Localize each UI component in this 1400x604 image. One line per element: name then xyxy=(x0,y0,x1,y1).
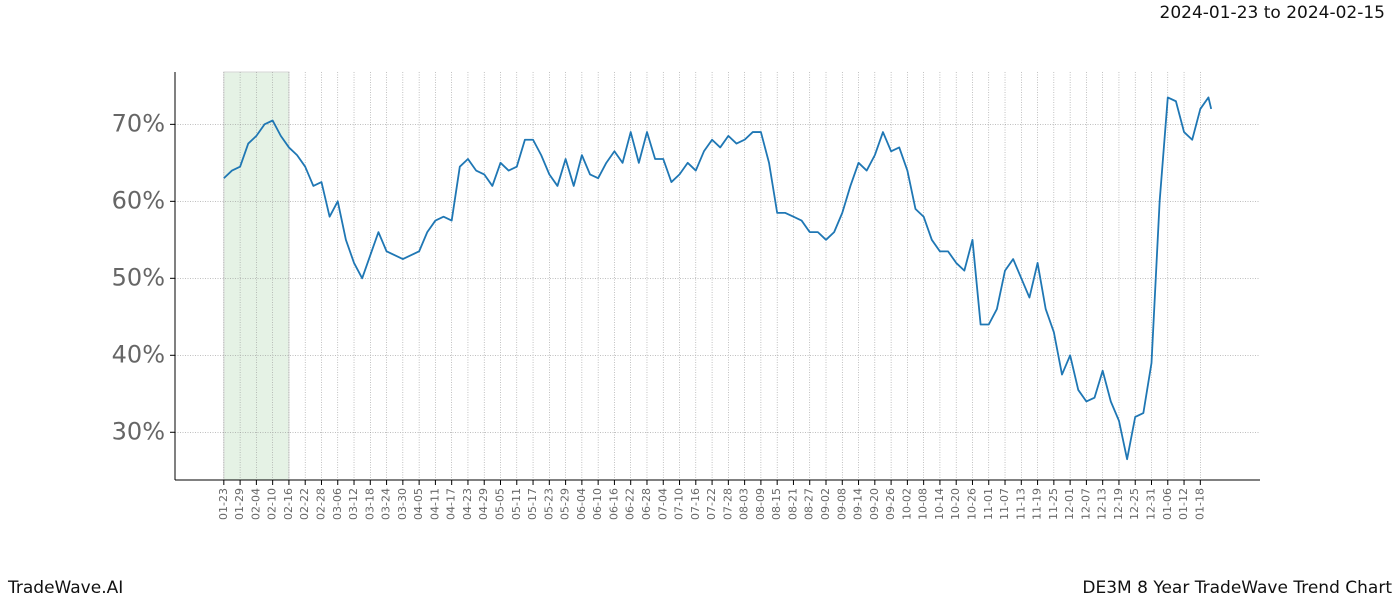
x-tick-label: 10-20 xyxy=(949,488,962,520)
x-tick-label: 02-16 xyxy=(282,488,295,520)
x-tick-label: 08-03 xyxy=(738,488,751,520)
x-tick-label: 02-22 xyxy=(298,488,311,520)
x-tick-label: 03-12 xyxy=(347,488,360,520)
x-tick-label: 07-22 xyxy=(705,488,718,520)
date-range: 2024-01-23 to 2024-02-15 xyxy=(1160,3,1385,23)
x-tick-label: 02-04 xyxy=(249,488,262,520)
x-tick-label: 05-23 xyxy=(542,488,555,520)
x-tick-label: 06-22 xyxy=(624,488,637,520)
chart-title: DE3M 8 Year TradeWave Trend Chart xyxy=(1082,578,1392,598)
x-tick-label: 09-14 xyxy=(852,488,865,520)
x-tick-label: 11-13 xyxy=(1014,488,1027,520)
x-tick-label: 05-17 xyxy=(526,488,539,520)
x-tick-label: 08-27 xyxy=(803,488,816,520)
x-tick-label: 03-30 xyxy=(396,488,409,520)
x-tick-label: 12-19 xyxy=(1112,488,1125,520)
x-tick-label: 06-04 xyxy=(575,488,588,520)
x-tick-label: 08-21 xyxy=(786,488,799,520)
x-tick-label: 09-26 xyxy=(884,488,897,520)
x-tick-label: 03-18 xyxy=(363,488,376,520)
x-tick-label: 04-29 xyxy=(477,488,490,520)
y-tick-label: 40% xyxy=(112,340,165,368)
y-tick-label: 50% xyxy=(112,263,165,291)
x-tick-label: 01-23 xyxy=(217,488,230,520)
x-tick-label: 03-06 xyxy=(331,488,344,520)
x-tick-label: 12-31 xyxy=(1145,488,1158,520)
x-tick-label: 07-28 xyxy=(721,488,734,520)
x-tick-label: 07-04 xyxy=(656,488,669,520)
x-tick-label: 12-07 xyxy=(1079,488,1092,520)
x-tick-label: 02-28 xyxy=(314,488,327,520)
x-tick-label: 02-10 xyxy=(266,488,279,520)
x-tick-label: 04-11 xyxy=(428,488,441,520)
brand: TradeWave.AI xyxy=(7,578,123,598)
x-tick-label: 01-18 xyxy=(1193,488,1206,520)
line xyxy=(223,96,1213,461)
x-tick-label: 10-14 xyxy=(933,488,946,520)
x-tick-label: 07-10 xyxy=(673,488,686,520)
x-tick-label: 10-26 xyxy=(965,488,978,520)
x-tick-label: 01-12 xyxy=(1177,488,1190,520)
x-tick-label: 09-08 xyxy=(835,488,848,520)
x-tick-label: 11-01 xyxy=(982,488,995,520)
x-tick-label: 12-25 xyxy=(1128,488,1141,520)
x-tick-label: 10-02 xyxy=(900,488,913,520)
x-tick-label: 11-25 xyxy=(1047,488,1060,520)
x-tick-label: 08-15 xyxy=(770,488,783,520)
x-tick-label: 06-28 xyxy=(640,488,653,520)
x-tick-label: 11-19 xyxy=(1031,488,1044,520)
x-tick-label: 12-13 xyxy=(1096,488,1109,520)
x-tick-label: 04-23 xyxy=(461,488,474,520)
x-tick-label: 05-11 xyxy=(510,488,523,520)
x-tick-label: 12-01 xyxy=(1063,488,1076,520)
x-tick-label: 03-24 xyxy=(380,488,393,520)
y-tick-label: 70% xyxy=(112,109,165,137)
x-tick-label: 01-06 xyxy=(1161,488,1174,520)
x-tick-label: 01-29 xyxy=(233,488,246,520)
x-tick-label: 04-17 xyxy=(445,488,458,520)
x-tick-label: 06-16 xyxy=(607,488,620,520)
x-tick-label: 06-10 xyxy=(591,488,604,520)
x-tick-label: 08-09 xyxy=(754,488,767,520)
x-tick-label: 09-20 xyxy=(868,488,881,520)
x-tick-label: 11-07 xyxy=(998,488,1011,520)
x-tick-label: 05-29 xyxy=(559,488,572,520)
x-tick-label: 05-05 xyxy=(494,488,507,520)
y-tick-label: 60% xyxy=(112,186,165,214)
x-tick-label: 09-02 xyxy=(819,488,832,520)
y-tick-label: 30% xyxy=(112,417,165,445)
x-tick-label: 10-08 xyxy=(917,488,930,520)
x-tick-label: 04-05 xyxy=(412,488,425,520)
x-tick-label: 07-16 xyxy=(689,488,702,520)
